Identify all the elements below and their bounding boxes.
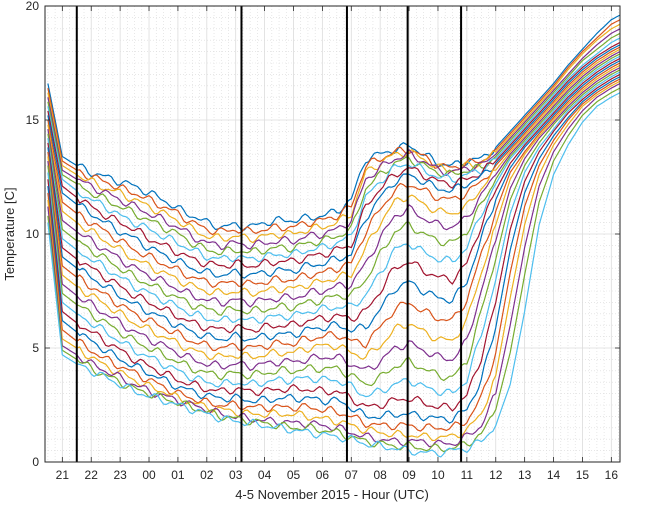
x-tick-label: 14: [547, 468, 561, 482]
series-line-18: [47, 67, 621, 371]
vertical-markers: [75, 6, 463, 462]
x-tick-label: 15: [576, 468, 590, 482]
series-line-9: [47, 46, 621, 288]
series-line-14: [47, 57, 621, 334]
series-line-27: [47, 92, 621, 458]
x-tick-label: 03: [229, 468, 243, 482]
x-tick-label: 07: [345, 468, 359, 482]
x-tick-label: 00: [142, 468, 156, 482]
series-line-25: [47, 82, 621, 448]
x-tick-label: 21: [56, 468, 70, 482]
x-tick-label: 02: [200, 468, 214, 482]
series-line-7: [47, 41, 621, 269]
series-line-19: [47, 69, 621, 387]
x-tick-label: 10: [431, 468, 445, 482]
x-tick-label: 06: [316, 468, 330, 482]
series-line-6: [47, 37, 621, 263]
series-line-26: [47, 87, 621, 453]
y-tick-label: 0: [32, 455, 39, 469]
x-tick-label: 04: [258, 468, 272, 482]
x-axis-ticks: 21 22 23 00 01 02 03 04 05 06 07 08 09 10 11 12 13 14 15 16: [56, 6, 619, 482]
series-line-21: [47, 73, 621, 412]
y-axis-ticks: 0 5 10 15 20: [26, 0, 620, 469]
y-tick-label: 5: [32, 341, 39, 355]
series-line-22: [47, 76, 621, 424]
x-tick-label: 01: [171, 468, 185, 482]
series-line-15: [47, 60, 621, 342]
x-tick-label: 22: [85, 468, 99, 482]
x-tick-label: 11: [461, 468, 474, 482]
series-line-4: [47, 28, 621, 251]
x-tick-label: 09: [402, 468, 416, 482]
series-line-3: [47, 23, 621, 244]
y-tick-label: 10: [26, 227, 40, 241]
series-line-20: [47, 71, 621, 398]
y-axis-label: Temperature [C]: [2, 187, 17, 280]
series-line-12: [47, 53, 621, 316]
x-tick-label: 16: [605, 468, 619, 482]
x-tick-label: 13: [518, 468, 532, 482]
x-tick-label: 08: [373, 468, 387, 482]
series-line-17: [47, 64, 621, 361]
y-tick-label: 20: [26, 0, 40, 13]
series-layer: [47, 14, 621, 458]
series-line-16: [47, 62, 621, 352]
series-line-11: [47, 51, 621, 308]
x-tick-label: 12: [489, 468, 503, 482]
x-axis-label: 4-5 November 2015 - Hour (UTC): [235, 487, 429, 502]
x-tick-label: 23: [113, 468, 127, 482]
series-line-1: [47, 14, 621, 231]
series-line-8: [47, 44, 621, 279]
y-tick-label: 15: [26, 113, 40, 127]
series-line-5: [47, 32, 621, 256]
series-line-23: [47, 78, 621, 432]
series-line-2: [47, 19, 621, 236]
series-line-13: [47, 55, 621, 324]
series-line-10: [47, 48, 621, 297]
x-tick-label: 05: [287, 468, 301, 482]
series-line-24: [47, 80, 621, 442]
